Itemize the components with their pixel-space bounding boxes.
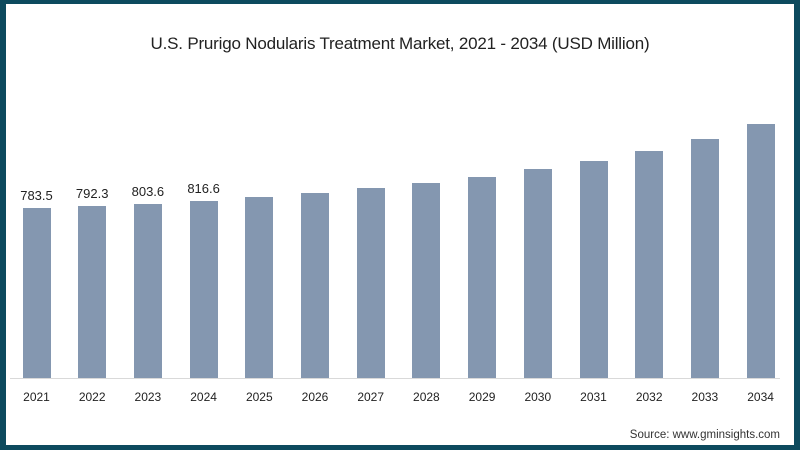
- x-tick-2032: 2032: [635, 390, 663, 404]
- source-note: Source: www.gminsights.com: [629, 429, 780, 441]
- bar-2026: [301, 193, 329, 378]
- bar-2032: [635, 151, 664, 378]
- x-tick-2021: 2021: [23, 390, 50, 404]
- x-tick-2024: 2024: [190, 390, 217, 404]
- bar-2029: [468, 177, 497, 378]
- bar-2028: [412, 182, 441, 378]
- x-tick-2022: 2022: [78, 390, 106, 404]
- x-tick-2034: 2034: [747, 390, 774, 404]
- x-axis-line: [10, 378, 780, 379]
- x-tick-2025: 2025: [245, 390, 273, 404]
- data-label-2021: 783.5: [20, 188, 53, 203]
- data-label-2023: 803.6: [131, 183, 165, 199]
- x-tick-2026: 2026: [301, 390, 329, 404]
- bar-2034: [746, 124, 775, 378]
- bar-2023: [133, 203, 162, 378]
- bar-2030: [523, 169, 552, 378]
- x-tick-2030: 2030: [524, 390, 552, 404]
- data-label-2024: 816.6: [187, 180, 220, 196]
- bar-2025: [245, 197, 274, 378]
- x-tick-2023: 2023: [134, 390, 162, 404]
- bar-2024: [189, 200, 218, 378]
- bar-2021: [22, 208, 51, 378]
- chart-title: U.S. Prurigo Nodularis Treatment Market,…: [150, 34, 650, 53]
- bar-2027: [356, 188, 385, 378]
- x-tick-2029: 2029: [468, 390, 496, 404]
- x-tick-2033: 2033: [691, 390, 719, 404]
- data-label-2022: 792.3: [75, 186, 109, 202]
- bar-2031: [579, 161, 608, 378]
- x-tick-2031: 2031: [580, 390, 607, 404]
- bar-2022: [78, 206, 107, 378]
- bar-2033: [690, 139, 719, 378]
- x-tick-2027: 2027: [357, 390, 385, 404]
- x-tick-2028: 2028: [413, 390, 440, 404]
